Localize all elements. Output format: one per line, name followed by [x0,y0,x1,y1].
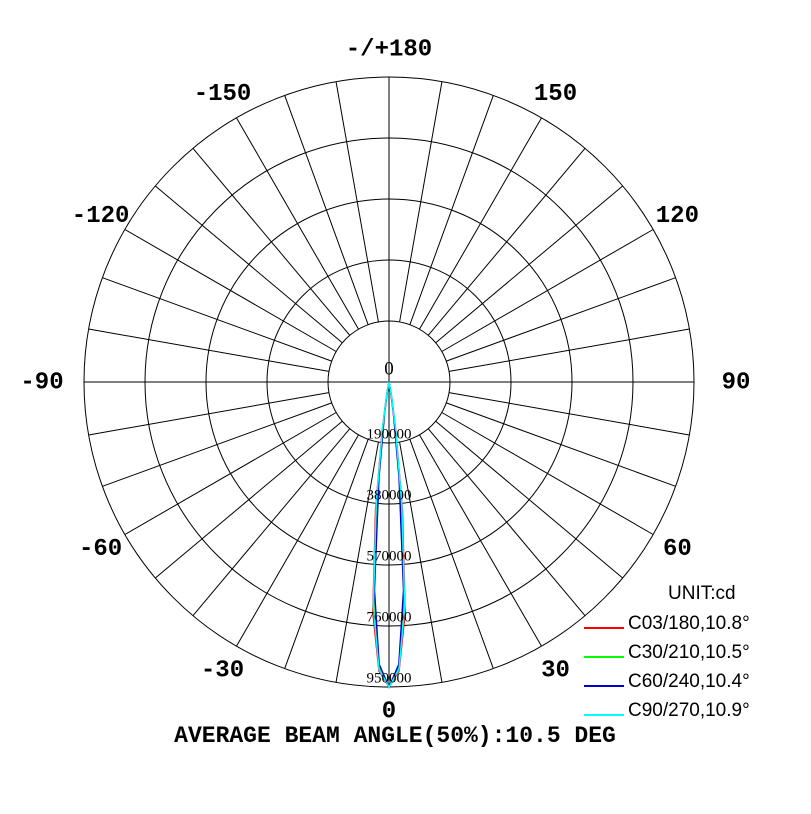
angle-label: -/+180 [346,36,432,63]
angle-label: -120 [72,203,130,230]
angle-label: 120 [656,203,699,230]
ring [327,320,451,444]
ring [144,137,634,627]
angle-label: -150 [194,81,252,108]
angle-label: -90 [20,369,63,396]
angle-label: 60 [663,536,692,563]
ring [205,198,573,566]
angle-label: 150 [534,81,577,108]
ring-label: 570000 [367,548,412,564]
series-line [372,381,406,689]
legend-label: C60/240,10.4° [628,671,750,692]
legend-label: C30/210,10.5° [628,642,750,663]
ring-label: 0 [384,358,394,379]
ring [266,259,512,505]
ring-label: 190000 [367,426,412,442]
legend-label: C90/270,10.9° [628,700,750,721]
angle-label: -60 [79,536,122,563]
ring-label: 760000 [367,609,412,625]
chart-title: AVERAGE BEAM ANGLE(50%):10.5 DEG [174,723,616,749]
angle-label: -30 [201,658,244,685]
unit-label: UNIT:cd [668,583,736,604]
ring-label: 950000 [367,670,412,686]
legend-label: C03/180,10.8° [628,613,750,634]
angle-label: 90 [722,369,751,396]
angle-label: 30 [541,658,570,685]
angle-label: 0 [382,698,396,725]
ring-label: 380000 [367,487,412,503]
